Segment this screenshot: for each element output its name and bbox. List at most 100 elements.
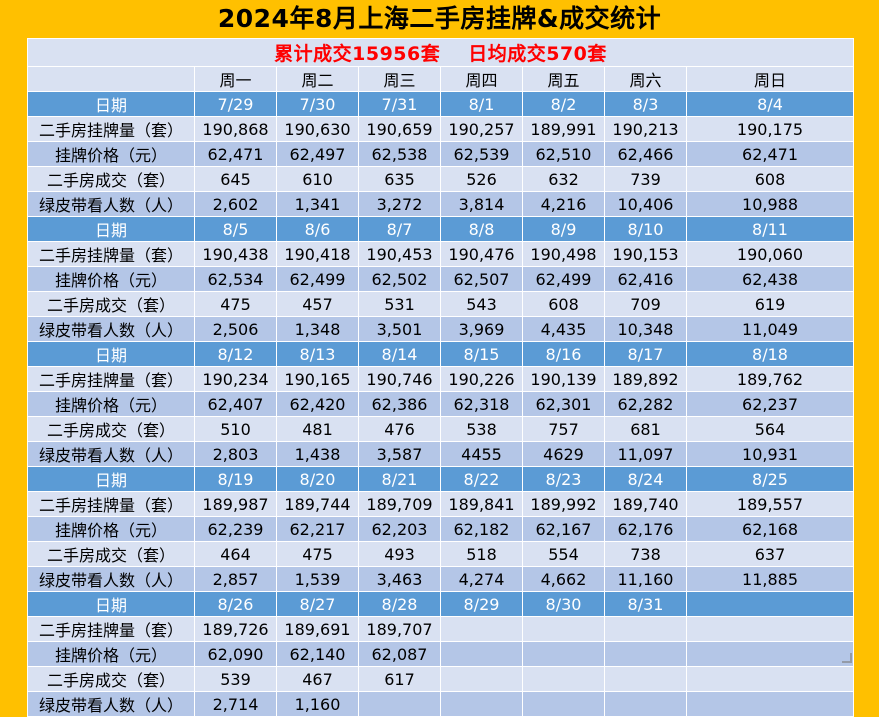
value-cell — [685, 641, 855, 667]
value-cell: 11,097 — [604, 441, 687, 467]
date-cell: 8/5 — [194, 216, 277, 242]
value-cell: 518 — [440, 541, 523, 567]
summary-daily-avg: 日均成交570套 — [468, 43, 607, 65]
value-cell: 189,691 — [276, 616, 359, 642]
date-cell: 8/16 — [522, 341, 605, 367]
date-cell: 8/19 — [194, 466, 277, 492]
value-cell: 189,707 — [358, 616, 441, 642]
value-cell: 189,841 — [440, 491, 523, 517]
value-cell: 10,988 — [685, 191, 855, 217]
value-cell: 62,176 — [604, 516, 687, 542]
listings-row: 二手房挂牌量（套） 189,987 189,744 189,709 189,841 189… — [27, 491, 855, 517]
value-cell: 757 — [522, 416, 605, 442]
value-cell: 190,453 — [358, 241, 441, 267]
value-cell: 190,060 — [685, 241, 855, 267]
date-row: 日期 8/5 8/6 8/7 8/8 8/9 8/10 8/11 — [27, 216, 855, 242]
value-cell: 10,406 — [604, 191, 687, 217]
deals-label: 二手房成交（套） — [27, 541, 195, 567]
weekday-header: 周四 — [440, 66, 523, 92]
date-cell: 8/24 — [604, 466, 687, 492]
date-cell: 8/29 — [440, 591, 523, 617]
value-cell: 2,714 — [194, 691, 277, 717]
viewers-row: 绿皮带看人数（人） 2,803 1,438 3,587 4455 4629 11,097 10… — [27, 441, 855, 467]
value-cell: 457 — [276, 291, 359, 317]
value-cell: 510 — [194, 416, 277, 442]
value-cell: 62,167 — [522, 516, 605, 542]
value-cell: 62,416 — [604, 266, 687, 292]
date-cell: 8/2 — [522, 91, 605, 117]
value-cell: 3,501 — [358, 316, 441, 342]
date-cell: 8/14 — [358, 341, 441, 367]
value-cell: 62,507 — [440, 266, 523, 292]
value-cell: 467 — [276, 666, 359, 692]
date-row: 日期 8/12 8/13 8/14 8/15 8/16 8/17 8/18 — [27, 341, 855, 367]
value-cell: 62,203 — [358, 516, 441, 542]
viewers-row: 绿皮带看人数（人） 2,714 1,160 — [27, 691, 855, 717]
date-cell: 8/18 — [685, 341, 855, 367]
value-cell: 4,216 — [522, 191, 605, 217]
listings-label: 二手房挂牌量（套） — [27, 491, 195, 517]
date-label: 日期 — [27, 91, 195, 117]
date-cell: 8/11 — [685, 216, 855, 242]
value-cell: 62,539 — [440, 141, 523, 167]
date-cell: 8/12 — [194, 341, 277, 367]
date-cell: 8/4 — [685, 91, 855, 117]
value-cell — [604, 691, 687, 717]
value-cell: 617 — [358, 666, 441, 692]
value-cell: 3,463 — [358, 566, 441, 592]
value-cell — [522, 641, 605, 667]
value-cell: 62,502 — [358, 266, 441, 292]
viewers-label: 绿皮带看人数（人） — [27, 691, 195, 717]
value-cell: 11,885 — [685, 566, 855, 592]
value-cell: 190,226 — [440, 366, 523, 392]
value-cell: 11,160 — [604, 566, 687, 592]
date-cell: 8/22 — [440, 466, 523, 492]
value-cell: 4629 — [522, 441, 605, 467]
value-cell: 681 — [604, 416, 687, 442]
date-cell: 8/28 — [358, 591, 441, 617]
value-cell: 62,140 — [276, 641, 359, 667]
value-cell: 4455 — [440, 441, 523, 467]
value-cell — [604, 666, 687, 692]
value-cell: 2,602 — [194, 191, 277, 217]
listings-row: 二手房挂牌量（套） 190,868 190,630 190,659 190,257 189… — [27, 116, 855, 142]
date-cell: 8/20 — [276, 466, 359, 492]
value-cell — [440, 641, 523, 667]
value-cell: 189,740 — [604, 491, 687, 517]
value-cell: 62,239 — [194, 516, 277, 542]
date-label: 日期 — [27, 216, 195, 242]
value-cell: 62,466 — [604, 141, 687, 167]
date-label: 日期 — [27, 591, 195, 617]
viewers-row: 绿皮带看人数（人） 2,857 1,539 3,463 4,274 4,662 11,160… — [27, 566, 855, 592]
value-cell: 1,348 — [276, 316, 359, 342]
price-row: 挂牌价格（元） 62,090 62,140 62,087 — [27, 641, 855, 667]
value-cell — [522, 666, 605, 692]
value-cell: 62,237 — [685, 391, 855, 417]
value-cell — [440, 616, 523, 642]
value-cell: 189,726 — [194, 616, 277, 642]
value-cell: 62,471 — [685, 141, 855, 167]
date-cell: 8/27 — [276, 591, 359, 617]
value-cell: 190,257 — [440, 116, 523, 142]
value-cell: 3,272 — [358, 191, 441, 217]
date-cell: 8/6 — [276, 216, 359, 242]
value-cell — [685, 691, 855, 717]
value-cell: 531 — [358, 291, 441, 317]
date-cell: 8/23 — [522, 466, 605, 492]
value-cell: 476 — [358, 416, 441, 442]
value-cell: 62,499 — [276, 266, 359, 292]
viewers-row: 绿皮带看人数（人） 2,602 1,341 3,272 3,814 4,216 10,406… — [27, 191, 855, 217]
value-cell: 190,213 — [604, 116, 687, 142]
value-cell: 62,282 — [604, 391, 687, 417]
value-cell: 190,153 — [604, 241, 687, 267]
value-cell: 190,165 — [276, 366, 359, 392]
value-cell: 189,987 — [194, 491, 277, 517]
deals-row: 二手房成交（套） 510 481 476 538 757 681 564 — [27, 416, 855, 442]
value-cell: 543 — [440, 291, 523, 317]
date-cell: 8/30 — [522, 591, 605, 617]
date-cell: 8/10 — [604, 216, 687, 242]
value-cell — [685, 616, 855, 642]
value-cell: 189,744 — [276, 491, 359, 517]
value-cell: 62,168 — [685, 516, 855, 542]
weekday-header: 周六 — [604, 66, 687, 92]
